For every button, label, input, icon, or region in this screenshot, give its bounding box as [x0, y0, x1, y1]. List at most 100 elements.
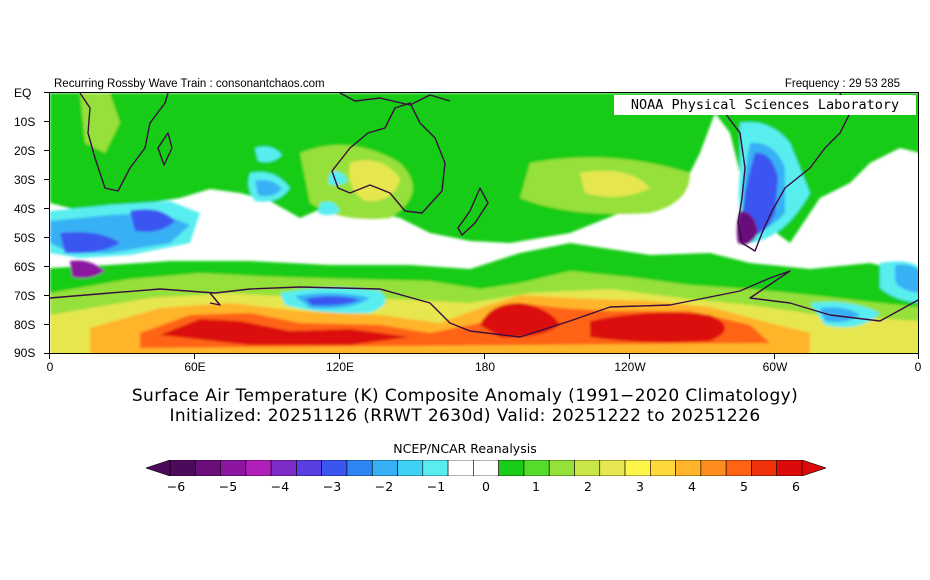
- colorbar-cell: [725, 460, 752, 476]
- x-label-120e: 120E: [325, 360, 355, 374]
- colorbar-cell: [599, 460, 626, 476]
- colorbar-cell: [245, 460, 272, 476]
- noaa-watermark: NOAA Physical Sciences Laboratory: [614, 95, 916, 115]
- anomaly-map: [49, 92, 919, 354]
- colorbar-label: −3: [322, 479, 342, 494]
- colorbar-label: −4: [270, 479, 290, 494]
- colorbar-cell: [270, 460, 297, 476]
- x-tick: [49, 354, 50, 359]
- colorbar-cell: [371, 460, 398, 476]
- madagascar-coastline: [157, 132, 173, 166]
- y-tick: [44, 92, 49, 93]
- y-tick: [44, 353, 49, 354]
- y-tick: [44, 266, 49, 267]
- anomaly-plus-3-region: [580, 170, 650, 197]
- y-label-60s: 60S: [14, 260, 36, 274]
- x-tick: [194, 354, 195, 359]
- y-tick: [44, 121, 49, 122]
- colorbar-label: 1: [532, 479, 540, 494]
- colorbar-cell: [700, 460, 727, 476]
- colorbar-label: 2: [584, 479, 592, 494]
- colorbar-cell: [422, 460, 449, 476]
- indonesia-coastline: [339, 93, 451, 106]
- colorbar-cell: [321, 460, 348, 476]
- x-tick: [339, 354, 340, 359]
- anomaly-plus-3-region: [349, 160, 400, 202]
- y-tick: [44, 295, 49, 296]
- colorbar-cell: [624, 460, 651, 476]
- colorbar-label: −5: [218, 479, 238, 494]
- x-label-60w: 60W: [762, 360, 788, 374]
- africa-coastline: [79, 93, 169, 192]
- y-tick: [44, 150, 49, 151]
- colorbar-cell: [346, 460, 373, 476]
- anomaly-plus-1-region: [50, 93, 918, 243]
- colorbar-cell: [473, 460, 499, 476]
- anomaly-plus-6-region: [160, 319, 410, 345]
- antarctica-coastline: [209, 292, 221, 306]
- x-label-60e: 60E: [184, 360, 206, 374]
- y-label-10s: 10S: [14, 115, 36, 129]
- y-tick: [44, 179, 49, 180]
- anomaly-minus-3-region: [130, 209, 175, 232]
- y-tick: [44, 324, 49, 325]
- data-source-label: NCEP/NCAR Reanalysis: [393, 441, 537, 456]
- map-title: Surface Air Temperature (K) Composite An…: [131, 386, 799, 406]
- colorbar-cell: [650, 460, 676, 476]
- x-label-180: 180: [474, 360, 496, 374]
- colorbar-cell: [498, 460, 525, 476]
- colorbar-label: 3: [636, 479, 644, 494]
- y-tick: [44, 237, 49, 238]
- colorbar-label: −6: [166, 479, 186, 494]
- anomaly-minus-3-region: [305, 296, 360, 306]
- y-label-80s: 80S: [14, 318, 36, 332]
- x-label-0-end: 0: [914, 360, 922, 374]
- colorbar: [146, 460, 826, 476]
- y-label-30s: 30S: [14, 173, 36, 187]
- colorbar-cell: [169, 460, 196, 476]
- y-label-90s: 90S: [14, 346, 36, 360]
- x-tick: [918, 354, 919, 359]
- header-right-text: Frequency : 29 53 285: [784, 78, 900, 90]
- colorbar-cell: [776, 460, 803, 476]
- colorbar-left-arrow: [146, 460, 171, 476]
- x-tick: [774, 354, 775, 359]
- y-label-eq: EQ: [14, 86, 32, 100]
- x-label-120w: 120W: [614, 360, 646, 374]
- y-label-20s: 20S: [14, 144, 36, 158]
- colorbar-cell: [548, 460, 575, 476]
- colorbar-label: 5: [740, 479, 748, 494]
- y-label-40s: 40S: [14, 202, 36, 216]
- x-tick: [629, 354, 630, 359]
- colorbar-cell: [296, 460, 322, 476]
- anomaly-minus-3-region: [741, 152, 778, 236]
- anomaly-minus-5-region: [736, 211, 758, 245]
- map-subtitle: Initialized: 20251126 (RRWT 2630d) Valid…: [169, 406, 761, 426]
- colorbar-label: 4: [688, 479, 696, 494]
- anomaly-minus-5-region: [70, 260, 105, 279]
- colorbar-cell: [194, 460, 221, 476]
- anomaly-minus-1-region: [318, 201, 340, 216]
- colorbar-label: 0: [482, 479, 490, 494]
- x-label-0: 0: [46, 360, 54, 374]
- header-left-text: Recurring Rossby Wave Train : consonantc…: [54, 78, 325, 90]
- anomaly-minus-2-region: [820, 307, 860, 323]
- colorbar-cell: [675, 460, 702, 476]
- y-tick: [44, 208, 49, 209]
- y-label-50s: 50S: [14, 231, 36, 245]
- colorbar-right-arrow: [801, 460, 826, 476]
- anomaly-map-svg: [50, 93, 918, 353]
- colorbar-label: −2: [374, 479, 394, 494]
- antarctica-coastline: [50, 270, 918, 338]
- coastlines: [50, 93, 918, 338]
- colorbar-label: −1: [426, 479, 446, 494]
- new-zealand-coastline: [457, 187, 489, 236]
- colorbar-cell: [397, 460, 424, 476]
- anomaly-plus-6-region: [480, 303, 560, 338]
- y-label-70s: 70S: [14, 289, 36, 303]
- anomaly-minus-3-region: [60, 232, 120, 254]
- anomaly-minus-2-region: [895, 264, 918, 293]
- colorbar-cell: [220, 460, 247, 476]
- colorbar-cell: [574, 460, 601, 476]
- colorbar-label: 6: [792, 479, 800, 494]
